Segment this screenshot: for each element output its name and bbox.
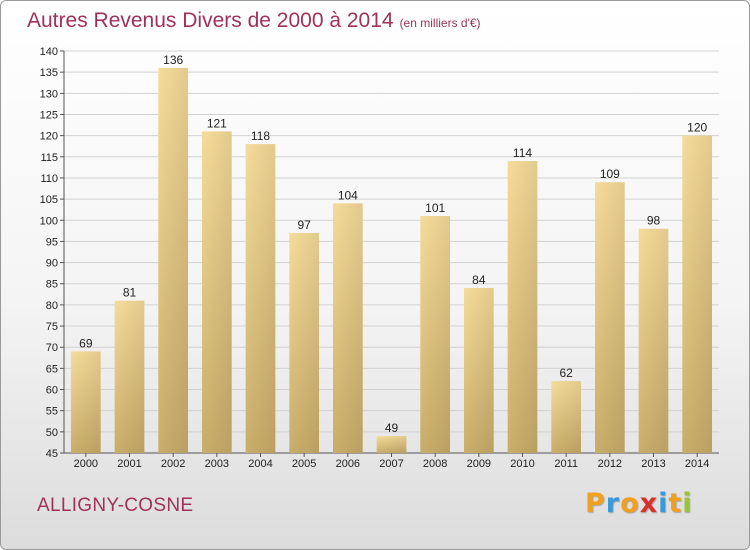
unit-label: (en milliers d'€) [399, 16, 481, 30]
y-tick-label: 80 [46, 300, 58, 312]
x-tick-label: 2011 [554, 458, 578, 470]
bar-value-label: 136 [163, 53, 183, 67]
bar-value-label: 49 [385, 421, 399, 435]
logo-letter: P [585, 488, 606, 519]
y-tick-label: 130 [40, 88, 58, 100]
proxiti-logo: Proxiti [585, 488, 693, 519]
bar-value-label: 84 [472, 273, 486, 287]
bar-value-label: 120 [687, 121, 707, 135]
x-tick-label: 2009 [467, 458, 491, 470]
y-tick-label: 115 [40, 152, 58, 164]
y-tick-label: 75 [46, 321, 58, 333]
bar-shade [638, 228, 669, 453]
x-tick-label: 2003 [205, 458, 229, 470]
y-tick-label: 120 [40, 131, 58, 143]
bar-shade [201, 131, 232, 453]
x-tick-label: 2004 [248, 458, 272, 470]
title-text: Autres Revenus Divers de 2000 à 2014 [27, 9, 394, 32]
logo-letter: i [682, 488, 693, 519]
bar-shade [594, 182, 625, 453]
x-tick-label: 2006 [336, 458, 360, 470]
logo-letter: t [668, 488, 683, 519]
logo-letter: x [639, 488, 659, 519]
commune-name: ALLIGNY-COSNE [37, 495, 194, 516]
bar-shade [507, 161, 538, 453]
bar-shade [551, 381, 582, 453]
bar-value-label: 98 [647, 214, 661, 228]
bar-value-label: 118 [251, 129, 270, 143]
bar-value-label: 97 [297, 218, 311, 232]
x-tick-label: 2000 [74, 458, 98, 470]
bar-shade [158, 67, 189, 453]
bar-value-label: 62 [559, 366, 573, 380]
bar-shade [463, 287, 494, 453]
bar-value-label: 69 [79, 336, 93, 350]
y-tick-label: 70 [46, 342, 58, 354]
logo-letter: o [620, 488, 640, 519]
y-tick-label: 140 [40, 46, 58, 58]
y-tick-label: 65 [46, 363, 58, 375]
x-tick-label: 2008 [423, 458, 447, 470]
bar-value-label: 81 [123, 286, 137, 300]
bar-shade [376, 436, 407, 453]
x-tick-label: 2014 [685, 458, 709, 470]
bar-shade [245, 144, 276, 454]
bar-shade [114, 300, 145, 453]
bar-shade [289, 232, 320, 453]
x-tick-label: 2007 [379, 458, 403, 470]
x-tick-label: 2010 [510, 458, 534, 470]
y-tick-label: 125 [40, 109, 58, 121]
y-tick-label: 95 [46, 236, 58, 248]
x-tick-label: 2013 [641, 458, 665, 470]
logo-letter: r [605, 488, 621, 519]
bar-value-label: 101 [425, 201, 445, 215]
y-tick-label: 100 [40, 215, 58, 227]
logo-letter: i [658, 488, 669, 519]
y-tick-label: 105 [40, 194, 58, 206]
bar-value-label: 114 [513, 146, 532, 160]
bar-value-label: 109 [600, 167, 620, 181]
y-tick-label: 135 [40, 67, 58, 79]
bar-value-label: 121 [207, 116, 227, 130]
x-tick-label: 2005 [292, 458, 316, 470]
y-tick-label: 85 [46, 279, 58, 291]
y-tick-label: 110 [40, 173, 58, 185]
y-tick-label: 90 [46, 258, 58, 270]
bar-shade [70, 351, 101, 453]
x-tick-label: 2012 [598, 458, 622, 470]
y-tick-label: 45 [46, 448, 58, 460]
chart-title: Autres Revenus Divers de 2000 à 2014 (en … [27, 9, 481, 33]
y-tick-label: 50 [46, 427, 58, 439]
y-tick-label: 60 [46, 385, 58, 397]
x-tick-label: 2001 [117, 458, 141, 470]
x-tick-label: 2002 [161, 458, 185, 470]
bar-shade [332, 203, 363, 453]
bar-shade [420, 216, 451, 453]
bar-shade [682, 135, 713, 453]
bar-value-label: 104 [338, 188, 358, 202]
y-tick-label: 55 [46, 406, 58, 418]
